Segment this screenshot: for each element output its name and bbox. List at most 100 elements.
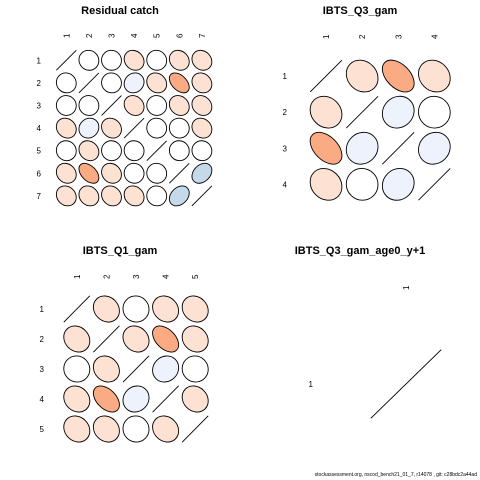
correlation-ellipse bbox=[146, 72, 168, 94]
column-label: 2 bbox=[358, 34, 367, 39]
diagonal-line bbox=[181, 415, 209, 443]
correlation-ellipse bbox=[345, 168, 379, 201]
correlation-ellipse bbox=[78, 185, 100, 207]
correlation-ellipse bbox=[101, 72, 122, 94]
correlation-ellipse bbox=[122, 415, 150, 443]
footer-credit: stockassessment.org, nscod_bench21_01_7,… bbox=[314, 472, 477, 478]
correlation-ellipse bbox=[418, 59, 451, 93]
row-label: 5 bbox=[40, 425, 45, 434]
correlation-ellipse bbox=[55, 140, 77, 162]
diagonal-line bbox=[101, 95, 122, 116]
correlation-ellipse bbox=[168, 72, 190, 94]
row-label: 3 bbox=[283, 144, 288, 153]
correlation-ellipse bbox=[101, 185, 122, 207]
correlation-ellipse bbox=[63, 415, 91, 443]
correlation-ellipse bbox=[152, 355, 180, 383]
correlation-ellipse bbox=[92, 385, 120, 413]
column-label: 1 bbox=[402, 285, 411, 290]
diagonal-line bbox=[63, 295, 91, 323]
panel-title: IBTS_Q1_gam bbox=[83, 245, 158, 257]
column-label: 1 bbox=[73, 274, 82, 279]
diagonal-line bbox=[382, 132, 415, 165]
correlation-ellipse bbox=[345, 131, 379, 165]
diagonal-line bbox=[123, 117, 145, 139]
diagonal-line bbox=[169, 163, 190, 184]
diagonal-line bbox=[56, 50, 77, 71]
correlation-ellipse bbox=[309, 131, 343, 165]
correlation-ellipse bbox=[168, 140, 190, 162]
row-label: 7 bbox=[37, 192, 42, 201]
diagonal-line bbox=[345, 95, 379, 129]
correlation-ellipse bbox=[123, 72, 145, 94]
correlation-panel: IBTS_Q3_gam 1 1 2 2 3 3 4 4 bbox=[283, 5, 451, 201]
correlation-panel: IBTS_Q1_gam 1 1 2 2 3 3 4 4 5 5 bbox=[40, 245, 209, 443]
correlation-ellipse bbox=[381, 168, 415, 201]
correlation-ellipse bbox=[381, 95, 415, 129]
correlation-ellipse bbox=[78, 140, 100, 162]
column-label: 4 bbox=[130, 33, 139, 38]
correlation-ellipse bbox=[181, 355, 209, 383]
correlation-ellipse bbox=[101, 140, 122, 162]
correlation-ellipse bbox=[168, 49, 190, 71]
row-label: 1 bbox=[283, 72, 288, 81]
correlation-ellipse bbox=[123, 185, 145, 207]
panel-title: IBTS_Q3_gam_age0_y+1 bbox=[295, 245, 426, 257]
correlation-ellipse bbox=[181, 385, 209, 413]
column-label: 3 bbox=[108, 33, 117, 38]
correlation-ellipse bbox=[55, 72, 77, 94]
correlation-panel: Residual catch 1 1 2 2 3 3 4 4 5 5 6 6 7 7 bbox=[37, 5, 213, 207]
column-label: 2 bbox=[102, 274, 111, 279]
panel-title: IBTS_Q3_gam bbox=[323, 5, 398, 17]
correlation-ellipse bbox=[123, 162, 145, 184]
correlation-ellipse bbox=[78, 117, 100, 139]
correlation-ellipse bbox=[122, 385, 150, 413]
column-label: 1 bbox=[62, 33, 71, 38]
correlation-ellipse bbox=[122, 295, 150, 323]
correlation-ellipse bbox=[181, 325, 209, 353]
correlation-ellipse bbox=[168, 185, 190, 207]
correlation-ellipse bbox=[101, 49, 122, 71]
diagonal-line bbox=[370, 349, 442, 419]
diagonal-line bbox=[152, 385, 179, 413]
correlation-ellipse bbox=[123, 140, 145, 162]
row-label: 4 bbox=[40, 395, 45, 404]
diagonal-line bbox=[78, 72, 100, 94]
correlation-ellipse bbox=[55, 95, 77, 116]
correlation-ellipse bbox=[191, 72, 213, 94]
row-label: 2 bbox=[40, 335, 45, 344]
correlation-ellipse bbox=[101, 117, 122, 139]
row-label: 2 bbox=[283, 108, 288, 117]
correlation-panel: IBTS_Q3_gam_age0_y+1 1 1 bbox=[295, 245, 442, 419]
correlation-ellipse bbox=[381, 59, 415, 93]
column-label: 3 bbox=[132, 274, 141, 279]
correlation-ellipse bbox=[168, 117, 190, 139]
correlation-ellipse bbox=[191, 117, 213, 139]
correlation-ellipse bbox=[191, 162, 213, 184]
row-label: 4 bbox=[283, 180, 288, 189]
column-label: 5 bbox=[153, 33, 162, 38]
correlation-ellipse bbox=[92, 415, 120, 443]
correlation-ellipse bbox=[309, 95, 343, 129]
row-label: 6 bbox=[37, 169, 42, 178]
correlation-ellipse bbox=[146, 185, 168, 207]
correlation-ellipse bbox=[191, 49, 213, 71]
diagonal-line bbox=[191, 185, 213, 207]
correlation-ellipse bbox=[146, 162, 168, 184]
row-label: 3 bbox=[40, 365, 45, 374]
correlation-ellipse bbox=[152, 415, 180, 443]
correlation-ellipse bbox=[92, 355, 120, 383]
correlation-ellipse bbox=[123, 95, 145, 116]
diagonal-line bbox=[146, 140, 167, 161]
correlation-ellipse bbox=[78, 49, 100, 71]
correlation-ellipse bbox=[146, 95, 168, 116]
correlation-ellipse bbox=[168, 95, 190, 116]
correlation-ellipse bbox=[101, 162, 122, 184]
column-label: 2 bbox=[85, 33, 94, 38]
row-label: 4 bbox=[37, 124, 42, 133]
row-label: 1 bbox=[309, 380, 314, 389]
correlation-ellipse bbox=[309, 168, 343, 201]
column-label: 3 bbox=[394, 34, 403, 39]
column-label: 1 bbox=[322, 34, 331, 39]
column-label: 4 bbox=[430, 34, 439, 39]
